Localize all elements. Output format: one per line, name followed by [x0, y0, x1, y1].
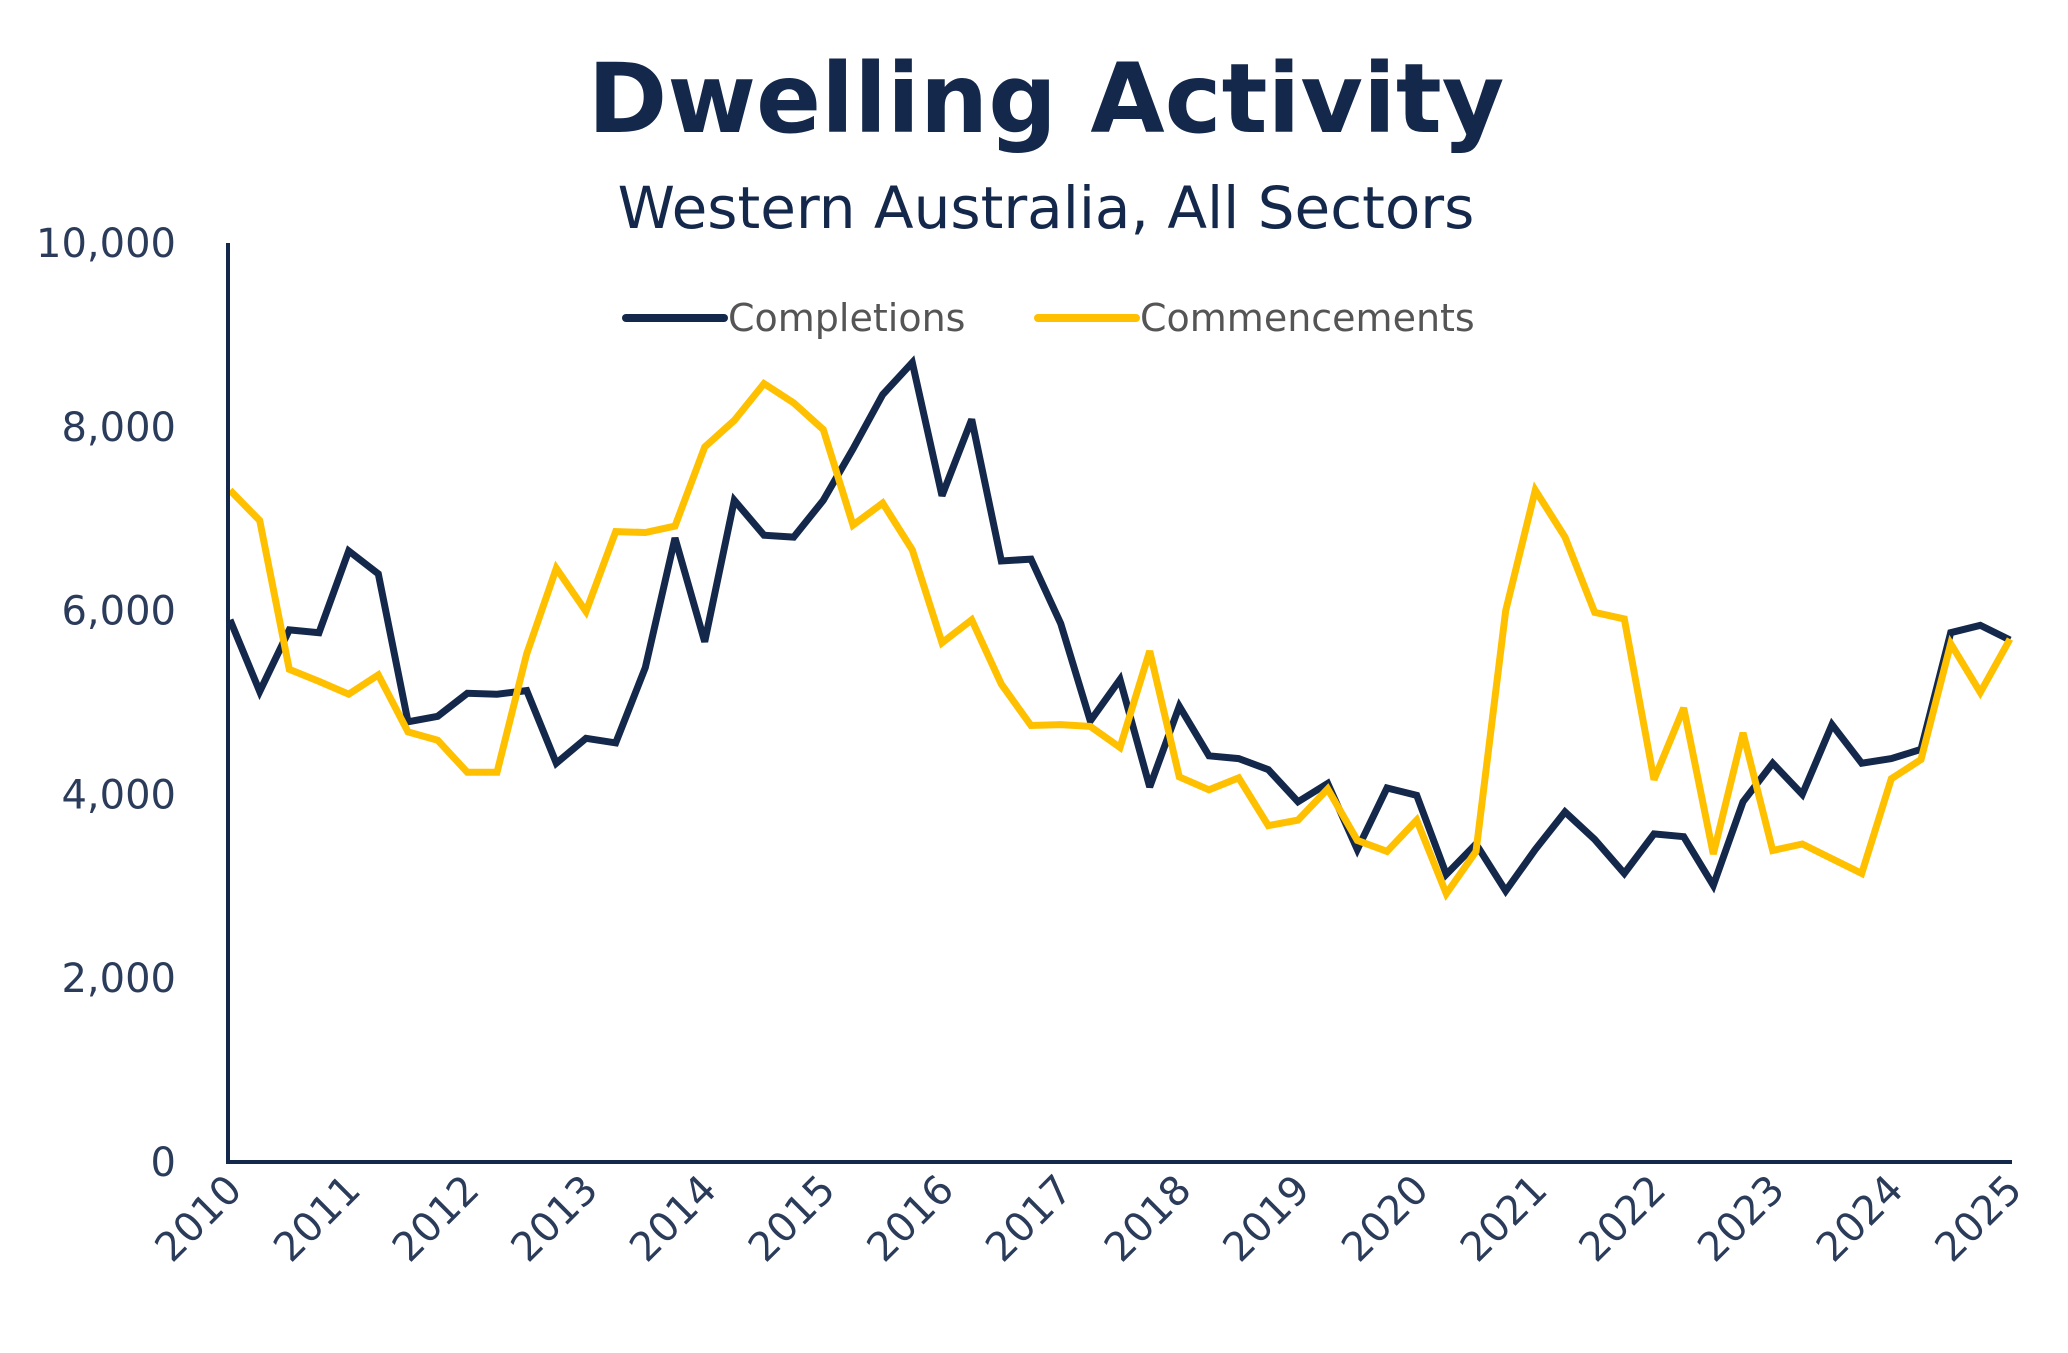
x-tick-label: 2015	[740, 1167, 845, 1272]
legend: Completions Commencements	[622, 296, 1475, 340]
x-tick-label: 2021	[1452, 1167, 1557, 1272]
x-tick-label: 2011	[265, 1167, 370, 1272]
y-tick-label: 6,000	[61, 589, 176, 635]
series-line-commencements	[227, 378, 2014, 901]
y-axis-ticks: 0 2,000 4,000 6,000 8,000 10,000	[36, 221, 176, 1186]
chart-title: Dwelling Activity	[588, 43, 1505, 155]
x-tick-label: 2022	[1571, 1167, 1676, 1272]
y-tick-label: 0	[151, 1140, 176, 1186]
series-layer	[226, 355, 2014, 901]
y-tick-label: 4,000	[61, 772, 176, 818]
x-tick-label: 2018	[1096, 1167, 1201, 1272]
x-tick-label: 2012	[384, 1167, 489, 1272]
legend-label-completions: Completions	[728, 296, 965, 340]
x-tick-label: 2025	[1927, 1167, 2032, 1272]
y-tick-label: 8,000	[61, 405, 176, 451]
x-tick-label: 2013	[503, 1167, 608, 1272]
legend-label-commencements: Commencements	[1140, 296, 1475, 340]
y-tick-label: 2,000	[61, 956, 176, 1002]
chart-subtitle: Western Australia, All Sectors	[618, 174, 1475, 242]
x-tick-label: 2017	[977, 1167, 1082, 1272]
y-tick-label: 10,000	[36, 221, 176, 267]
x-tick-label: 2024	[1808, 1167, 1913, 1272]
x-tick-label: 2019	[1215, 1167, 1320, 1272]
x-tick-label: 2016	[859, 1167, 964, 1272]
x-tick-label: 2014	[621, 1167, 726, 1272]
x-axis-ticks: 2010 2011 2012 2013 2014 2015 2016 2017 2018 2019…	[147, 1167, 2032, 1272]
x-tick-label: 2020	[1333, 1167, 1438, 1272]
series-line-completions	[226, 355, 2012, 898]
x-tick-label: 2023	[1689, 1167, 1794, 1272]
